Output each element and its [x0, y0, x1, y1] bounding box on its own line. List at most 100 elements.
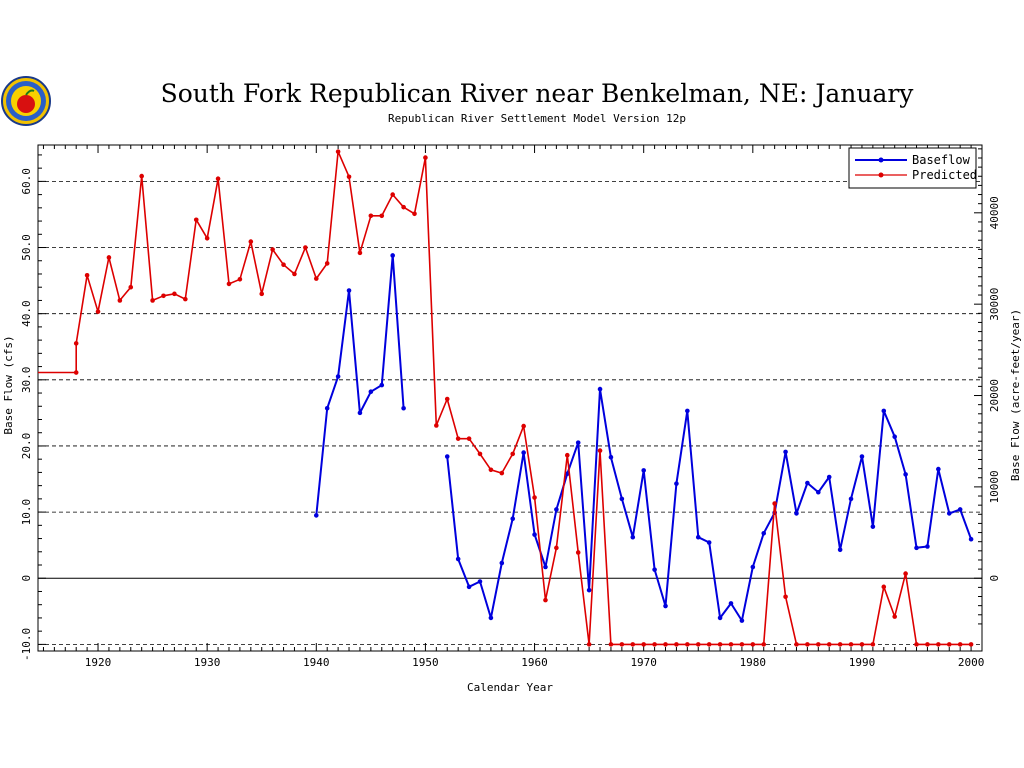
predicted-point: [499, 470, 505, 476]
predicted-point: [685, 642, 690, 647]
predicted-point: [139, 173, 144, 179]
predicted-point: [848, 642, 854, 647]
legend-box: [848, 147, 977, 189]
predicted-point: [193, 217, 199, 223]
baseflow-point: [685, 408, 690, 414]
y-tick-label-right: 30000: [988, 288, 1001, 321]
baseflow-point: [848, 496, 854, 502]
predicted-point: [870, 642, 876, 647]
baseflow-point: [313, 513, 319, 518]
predicted-point: [859, 642, 865, 647]
predicted-point: [434, 423, 439, 428]
predicted-point: [532, 495, 537, 500]
predicted-point: [215, 176, 221, 182]
baseflow-point: [816, 489, 821, 495]
predicted-point: [957, 642, 963, 647]
baseflow-point: [324, 405, 330, 411]
baseflow-point: [968, 536, 974, 542]
baseflow-point: [521, 450, 526, 455]
predicted-point: [368, 213, 374, 219]
predicted-point: [706, 642, 712, 647]
baseflow-point: [619, 496, 625, 502]
legend-predicted-marker: [878, 172, 884, 178]
predicted-point: [466, 436, 472, 441]
predicted-point: [739, 642, 745, 647]
predicted-point: [794, 642, 799, 647]
predicted-point: [379, 213, 385, 219]
predicted-point: [575, 550, 581, 555]
baseflow-point: [575, 440, 581, 445]
predicted-point: [619, 642, 625, 647]
predicted-point: [914, 642, 919, 647]
predicted-point: [455, 436, 461, 441]
predicted-point: [183, 296, 188, 302]
y-tick-label-right: 40000: [988, 196, 1001, 229]
baseflow-point: [837, 547, 843, 553]
plot-frame: [37, 144, 983, 652]
baseflow-point: [870, 524, 876, 529]
baseflow-point: [390, 253, 395, 258]
baseflow-point: [783, 449, 788, 455]
agency-seal-logo: [1, 76, 51, 126]
x-tick-label: 1980: [740, 656, 767, 669]
predicted-point: [586, 642, 592, 647]
baseflow-point: [608, 454, 614, 460]
predicted-point: [554, 545, 559, 551]
x-tick-label: 1970: [630, 656, 657, 669]
baseflow-point: [510, 516, 516, 522]
baseflow-point: [750, 564, 756, 570]
predicted-point: [510, 451, 516, 457]
chart-subtitle: Republican River Settlement Model Versio…: [388, 112, 686, 125]
legend-predicted-label: Predicted: [912, 168, 977, 182]
predicted-point: [106, 255, 112, 260]
baseflow-point: [466, 584, 472, 590]
baseflow-point: [903, 472, 908, 477]
y-tick-label-left: 40.0: [20, 300, 33, 327]
y-tick-label-left: 0: [20, 575, 33, 582]
predicted-point: [313, 276, 319, 281]
baseflow-point: [543, 564, 548, 570]
predicted-point: [95, 309, 101, 314]
chart-title: South Fork Republican River near Benkelm…: [161, 79, 915, 108]
baseflow-point: [663, 603, 668, 609]
baseflow-point: [586, 587, 592, 593]
legend: Baseflow Predicted: [848, 147, 977, 189]
predicted-point: [674, 642, 679, 647]
baseflow-point: [761, 530, 767, 536]
baseflow-point: [892, 434, 897, 439]
baseflow-point: [357, 410, 363, 416]
baseflow-point: [597, 386, 603, 392]
predicted-point: [564, 452, 570, 458]
y-tick-label-right: 20000: [988, 379, 1001, 412]
predicted-point: [652, 642, 657, 647]
predicted-point: [237, 276, 243, 282]
baseflow-point: [914, 545, 919, 551]
baseflow-point: [925, 544, 930, 549]
baseflow-point: [946, 511, 952, 516]
baseflow-point: [335, 374, 341, 379]
baseflow-point: [826, 474, 832, 480]
predicted-point: [946, 642, 952, 647]
predicted-point: [128, 284, 134, 290]
baseflow-point: [728, 601, 734, 606]
baseflow-line: [315, 254, 405, 516]
x-tick-label: 1960: [521, 656, 548, 669]
predicted-point: [324, 261, 330, 266]
baseflow-point: [739, 618, 745, 623]
predicted-point: [750, 642, 756, 647]
predicted-point: [892, 614, 897, 619]
baseflow-point: [346, 288, 352, 293]
predicted-point: [259, 291, 265, 297]
x-axis-ticks: 1920 1930 1940 1950 1960 1970 1980 1990 2000: [42, 145, 984, 669]
predicted-point: [357, 250, 363, 256]
baseflow-point: [794, 511, 799, 516]
baseflow-point: [630, 534, 636, 540]
predicted-point: [226, 281, 232, 287]
predicted-point: [270, 247, 275, 252]
y-tick-label-left: 50.0: [20, 234, 33, 261]
predicted-point: [805, 642, 810, 647]
predicted-point: [772, 501, 777, 506]
predicted-point: [477, 451, 483, 457]
baseflow-point: [368, 389, 374, 395]
predicted-point: [73, 370, 79, 375]
